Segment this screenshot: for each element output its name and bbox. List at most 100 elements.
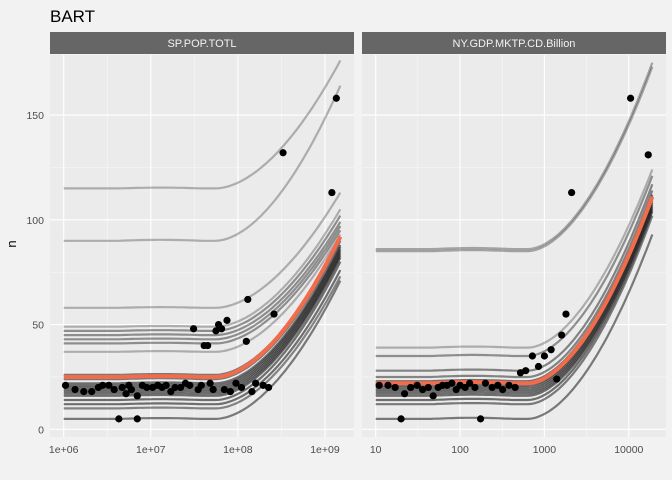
data-point	[534, 362, 543, 371]
data-point	[488, 383, 496, 392]
facet-panel-left: SP.POP.TOTL 1e+06 1e+07 1e+08 1e+09	[49, 32, 354, 456]
data-point	[127, 385, 136, 394]
data-point	[553, 375, 561, 383]
panel-background	[50, 55, 354, 437]
data-point	[209, 385, 217, 394]
y-tick-label: 0	[38, 424, 44, 436]
x-tick-label: 1e+06	[49, 444, 79, 456]
series-line	[375, 234, 654, 420]
data-point	[471, 383, 479, 392]
series-line	[375, 66, 654, 253]
facet-strip	[50, 32, 354, 54]
series-line	[375, 215, 654, 406]
data-point	[419, 385, 427, 394]
facet-panel-right: NY.GDP.MKTP.CD.Billion 10 100 1000 10000	[362, 32, 666, 456]
data-point	[61, 381, 70, 389]
data-point	[143, 383, 151, 392]
highlight-line	[375, 196, 655, 386]
data-point	[413, 381, 421, 389]
series-line	[63, 252, 342, 393]
series-line	[375, 175, 654, 358]
data-point	[558, 331, 566, 339]
data-point	[397, 415, 405, 423]
data-point	[133, 392, 141, 400]
data-point	[644, 151, 652, 159]
series-line	[63, 192, 342, 309]
data-point	[562, 310, 570, 318]
data-point	[547, 346, 555, 354]
series-line	[63, 233, 342, 353]
data-point	[429, 392, 437, 400]
series-line	[63, 275, 342, 410]
data-point	[242, 337, 250, 345]
series-line	[63, 250, 342, 391]
x-tick-label: 1e+08	[223, 444, 253, 456]
data-point	[162, 381, 170, 389]
series-line	[375, 62, 654, 251]
y-axis-title: n	[4, 240, 19, 247]
data-point	[237, 383, 246, 392]
series-line	[375, 211, 654, 402]
series-line	[63, 221, 342, 337]
data-point	[186, 381, 194, 389]
panel-background	[362, 55, 666, 437]
data-point	[568, 188, 576, 197]
series-lines	[63, 59, 343, 420]
data-point	[118, 383, 126, 392]
series-line	[63, 208, 342, 328]
data-point	[522, 367, 530, 375]
data-point	[540, 352, 549, 360]
series-line	[63, 280, 342, 420]
series-line	[63, 261, 342, 402]
series-line	[63, 59, 342, 190]
data-point	[248, 388, 256, 396]
data-point	[115, 415, 123, 423]
data-point	[110, 385, 118, 394]
data-point	[424, 383, 432, 392]
facet-strip-label: SP.POP.TOTL	[167, 38, 236, 50]
data-point	[461, 383, 469, 392]
data-point	[407, 383, 415, 392]
data-point	[332, 94, 340, 102]
data-point	[384, 381, 392, 389]
series-line	[63, 225, 342, 341]
data-point	[259, 381, 267, 389]
data-point	[71, 385, 79, 394]
y-tick-label: 100	[26, 215, 44, 227]
data-point	[279, 149, 287, 157]
series-line	[63, 254, 342, 395]
data-point	[133, 415, 141, 423]
series-line	[63, 85, 342, 242]
data-point	[232, 379, 240, 387]
x-tick-label: 1000	[533, 444, 557, 456]
y-tick-label: 50	[32, 320, 44, 332]
data-point	[400, 390, 409, 398]
x-tick-label: 1e+09	[310, 444, 340, 456]
data-point	[80, 388, 88, 396]
y-tick-label: 150	[26, 110, 44, 122]
data-point	[171, 383, 179, 392]
series-line	[375, 190, 654, 379]
data-point	[204, 341, 212, 350]
data-point	[197, 381, 205, 389]
data-point	[626, 94, 635, 102]
data-point	[220, 385, 228, 394]
data-point	[99, 381, 107, 389]
series-line	[63, 269, 342, 406]
data-point	[270, 310, 278, 318]
data-point	[499, 385, 507, 394]
data-point	[226, 388, 234, 396]
data-point	[212, 327, 220, 335]
facet-strip-label: NY.GDP.MKTP.CD.Billion	[453, 38, 576, 50]
data-point	[252, 379, 260, 387]
data-point	[122, 390, 130, 398]
x-tick-label: 10	[370, 444, 382, 456]
data-point	[244, 295, 252, 304]
highlight-line	[63, 235, 343, 379]
x-tick-label: 1e+07	[136, 444, 166, 456]
x-tick-label: 10000	[614, 444, 643, 456]
data-point	[511, 383, 519, 392]
data-point	[264, 383, 273, 392]
series-line	[63, 257, 342, 397]
